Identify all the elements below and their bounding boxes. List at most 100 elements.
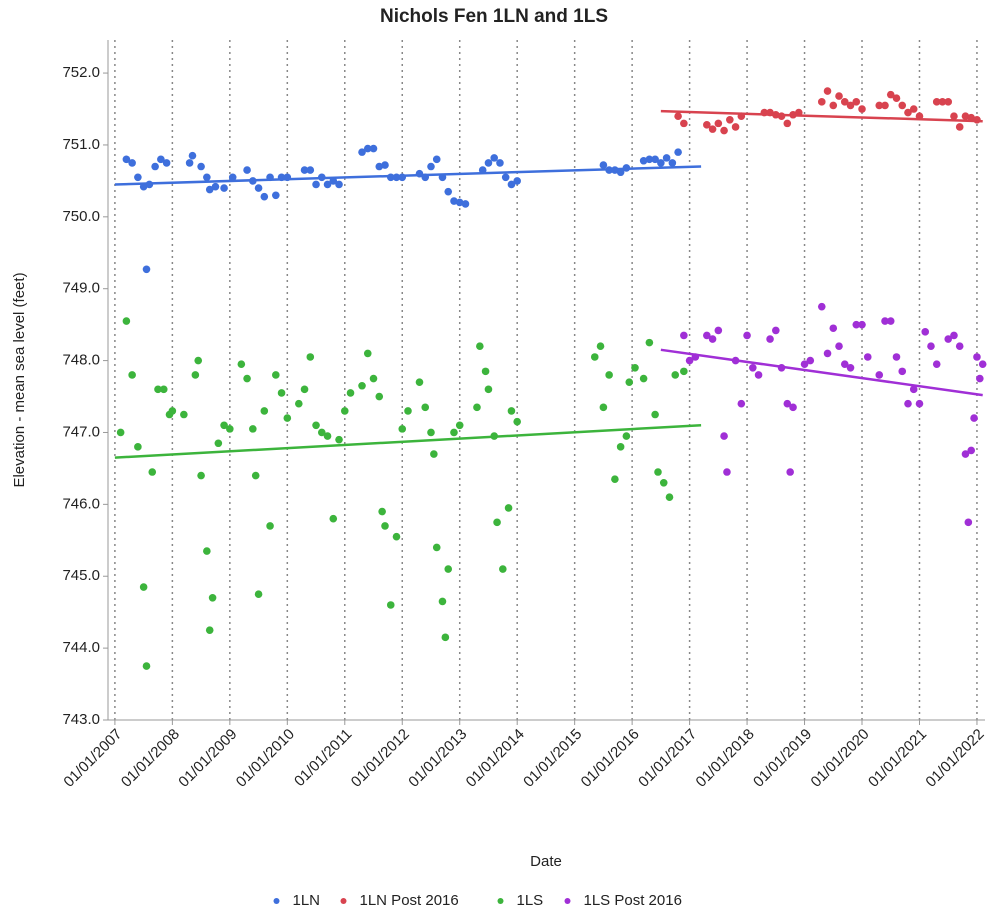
point [444, 565, 453, 573]
point [243, 166, 251, 174]
point [898, 367, 907, 376]
point [616, 168, 625, 177]
y-tick-label: 752.0 [62, 64, 100, 81]
point [363, 144, 372, 153]
trend-line [660, 348, 983, 397]
point [501, 173, 510, 182]
point [157, 155, 165, 164]
point [142, 662, 151, 670]
point [599, 403, 608, 412]
point [976, 374, 984, 383]
y-tick-label: 748.0 [62, 352, 100, 369]
point [645, 155, 654, 164]
point [162, 159, 171, 167]
point [720, 432, 728, 440]
point [904, 108, 912, 117]
legend-marker [273, 898, 280, 904]
x-tick-label: 01/01/2012 [348, 726, 413, 791]
point [680, 119, 688, 128]
point [392, 532, 401, 541]
point [892, 353, 901, 361]
point [473, 403, 481, 412]
y-tick-label: 751.0 [62, 136, 100, 153]
y-axis-label: Elevation - mean sea level (feet) [11, 272, 28, 487]
point [346, 389, 355, 397]
point [605, 371, 613, 379]
point [685, 356, 694, 365]
point [639, 156, 648, 165]
point [455, 198, 464, 207]
point [272, 371, 280, 379]
point [662, 154, 671, 162]
y-tick-label: 746.0 [62, 495, 100, 512]
x-tick-label: 01/01/2016 [578, 726, 643, 791]
point [277, 389, 286, 397]
point [731, 123, 740, 131]
point [950, 331, 958, 340]
point [191, 371, 200, 379]
point [441, 633, 450, 642]
point [840, 98, 849, 106]
point [369, 374, 378, 383]
point [806, 356, 815, 365]
point [220, 184, 228, 192]
point [967, 113, 976, 122]
point [800, 360, 809, 368]
point [504, 504, 513, 512]
point [772, 326, 780, 335]
point [932, 98, 941, 106]
point [208, 594, 217, 602]
point [226, 425, 234, 433]
point [300, 166, 309, 174]
point [858, 105, 866, 113]
legend-label: 1LN [293, 892, 321, 909]
point [490, 154, 499, 162]
y-tick-label: 743.0 [62, 711, 100, 728]
point [892, 94, 901, 103]
point [116, 428, 125, 437]
point [714, 119, 723, 128]
point [375, 162, 384, 171]
point [444, 187, 453, 196]
point [427, 428, 435, 437]
point [134, 173, 142, 182]
legend-marker [340, 898, 347, 904]
point [863, 353, 872, 361]
point [835, 92, 843, 100]
point [450, 428, 458, 437]
point [148, 468, 157, 476]
point [430, 450, 438, 458]
point [789, 403, 797, 412]
point [461, 200, 470, 208]
point [852, 98, 861, 106]
point [932, 360, 941, 368]
point [386, 601, 395, 609]
point [260, 192, 269, 201]
point [909, 105, 918, 113]
point [185, 159, 194, 167]
point [881, 317, 889, 325]
legend-label: 1LS Post 2016 [584, 892, 682, 909]
point [375, 392, 384, 401]
point [671, 371, 680, 379]
y-tick-label: 750.0 [62, 208, 100, 225]
point [237, 360, 246, 368]
x-tick-label: 01/01/2010 [233, 726, 298, 791]
point [421, 403, 430, 412]
x-tick-label: 01/01/2020 [808, 726, 873, 791]
point [645, 338, 654, 347]
point [915, 399, 924, 408]
point [499, 565, 507, 573]
point [378, 507, 386, 516]
x-tick-label: 01/01/2022 [922, 726, 987, 791]
point [283, 414, 292, 422]
point [254, 590, 263, 599]
point [654, 468, 662, 476]
point [312, 421, 320, 430]
point [944, 335, 953, 343]
point [493, 518, 501, 527]
point [300, 385, 309, 394]
point [938, 98, 947, 106]
point [970, 414, 978, 422]
point [611, 475, 619, 483]
